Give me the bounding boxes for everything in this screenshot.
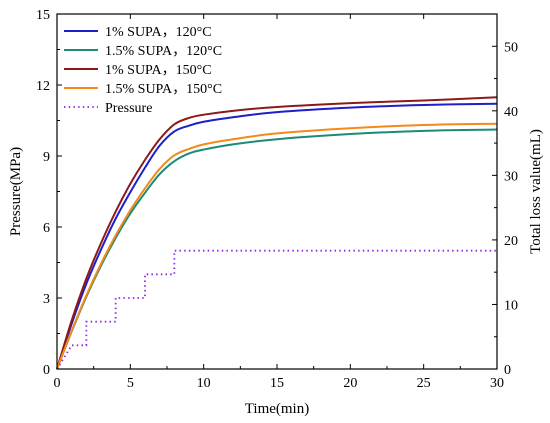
y-right-tick-label: 30 bbox=[504, 169, 518, 184]
y-left-tick-label: 12 bbox=[36, 79, 50, 94]
series-line-5 bbox=[56, 249, 497, 370]
series-line-1 bbox=[56, 102, 498, 370]
series-line-2 bbox=[56, 128, 498, 370]
y-left-tick-label: 15 bbox=[36, 8, 50, 23]
y-left-tick-label: 9 bbox=[43, 150, 50, 165]
y-axis-left-label: Pressure(MPa) bbox=[8, 147, 24, 236]
y-right-tick-label: 0 bbox=[504, 363, 511, 378]
y-right-tick-label: 40 bbox=[504, 105, 518, 120]
legend: 1% SUPA，120°C 1.5% SUPA，120°C 1% SUPA，150°… bbox=[64, 25, 222, 116]
legend-label-4: 1.5% SUPA，150°C bbox=[105, 82, 222, 97]
x-tick-label: 15 bbox=[270, 376, 284, 391]
x-tick-label: 0 bbox=[54, 376, 61, 391]
x-axis-label: Time(min) bbox=[245, 401, 309, 417]
y-left-tick-label: 6 bbox=[43, 221, 50, 236]
y-right-tick-label: 50 bbox=[504, 40, 518, 55]
series-line-4 bbox=[56, 122, 498, 370]
y-left-tick-label: 3 bbox=[43, 292, 50, 307]
series-line-3 bbox=[56, 96, 498, 370]
legend-label-5: Pressure bbox=[105, 101, 152, 116]
legend-label-3: 1% SUPA，150°C bbox=[105, 63, 212, 78]
y-right-tick-label: 20 bbox=[504, 234, 518, 249]
y-left-tick-label: 0 bbox=[43, 363, 50, 378]
legend-label-1: 1% SUPA，120°C bbox=[105, 25, 212, 40]
y-axis-right-label: Total loss value(mL) bbox=[528, 129, 544, 254]
x-tick-label: 30 bbox=[490, 376, 504, 391]
plot-area bbox=[56, 96, 498, 370]
legend-label-2: 1.5% SUPA，120°C bbox=[105, 44, 222, 59]
x-tick-label: 10 bbox=[197, 376, 211, 391]
y-right-tick-label: 10 bbox=[504, 298, 518, 313]
x-tick-label: 25 bbox=[417, 376, 431, 391]
x-tick-label: 5 bbox=[127, 376, 134, 391]
x-tick-label: 20 bbox=[343, 376, 357, 391]
